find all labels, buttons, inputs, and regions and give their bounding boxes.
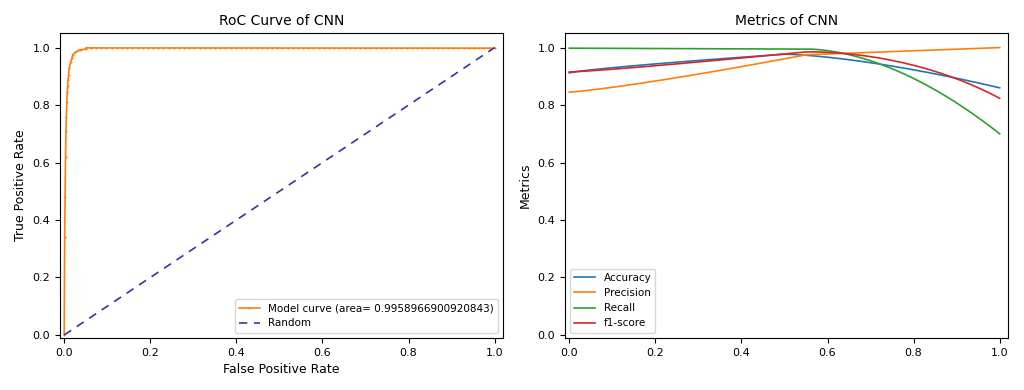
Precision [818, 52, 830, 57]
Precision [564, 90, 577, 94]
X-axis label: False Positive Rate: False Positive Rate [223, 363, 340, 376]
Y-axis label: Metrics: Metrics [519, 163, 531, 208]
f1-score [563, 70, 575, 74]
Title: RoC Curve of CNN: RoC Curve of CNN [219, 14, 344, 28]
Accuracy [993, 85, 1006, 90]
Title: Metrics of CNN: Metrics of CNN [735, 14, 839, 28]
Accuracy [819, 55, 831, 59]
f1-score [805, 50, 817, 54]
Recall [993, 131, 1006, 136]
Accuracy [821, 55, 834, 60]
Accuracy [928, 71, 940, 76]
f1-score [954, 78, 967, 83]
Precision [926, 48, 938, 52]
Recall [818, 48, 830, 53]
Legend: Model curve (area= 0.9958966900920843), Random: Model curve (area= 0.9958966900920843), … [234, 299, 498, 333]
Model curve (area= 0.9958966900920843) [453, 46, 465, 50]
Recall [826, 49, 839, 54]
Accuracy [563, 71, 575, 75]
Model curve (area= 0.9958966900920843) [245, 46, 257, 50]
Line: Model curve (area= 0.9958966900920843): Model curve (area= 0.9958966900920843) [62, 46, 497, 337]
Recall [926, 86, 938, 90]
Model curve (area= 0.9958966900920843) [58, 333, 71, 337]
f1-score [928, 69, 940, 73]
Line: f1-score: f1-score [569, 52, 999, 98]
Recall [563, 46, 575, 51]
Accuracy [828, 56, 841, 60]
f1-score [828, 50, 841, 55]
Y-axis label: True Positive Rate: True Positive Rate [14, 130, 27, 241]
Line: Precision: Precision [569, 48, 999, 92]
Model curve (area= 0.9958966900920843) [287, 46, 299, 50]
Recall [819, 48, 831, 53]
Accuracy [564, 70, 577, 75]
Model curve (area= 0.9958966900920843) [100, 46, 113, 50]
Accuracy [779, 52, 792, 57]
Precision [953, 47, 966, 51]
Recall [953, 103, 966, 107]
Model curve (area= 0.9958966900920843) [488, 46, 501, 51]
f1-score [993, 96, 1006, 101]
Recall [564, 46, 577, 51]
Line: Accuracy: Accuracy [569, 54, 999, 88]
Precision [563, 90, 575, 94]
Accuracy [954, 77, 967, 82]
Model curve (area= 0.9958966900920843) [80, 47, 92, 51]
Line: Recall: Recall [569, 48, 999, 134]
f1-score [564, 69, 577, 74]
Precision [826, 51, 839, 56]
Model curve (area= 0.9958966900920843) [80, 46, 92, 50]
Model curve (area= 0.9958966900920843) [468, 46, 480, 50]
Legend: Accuracy, Precision, Recall, f1-score: Accuracy, Precision, Recall, f1-score [570, 269, 655, 333]
f1-score [821, 50, 834, 55]
Precision [993, 45, 1006, 50]
Precision [819, 52, 831, 57]
f1-score [819, 50, 831, 55]
